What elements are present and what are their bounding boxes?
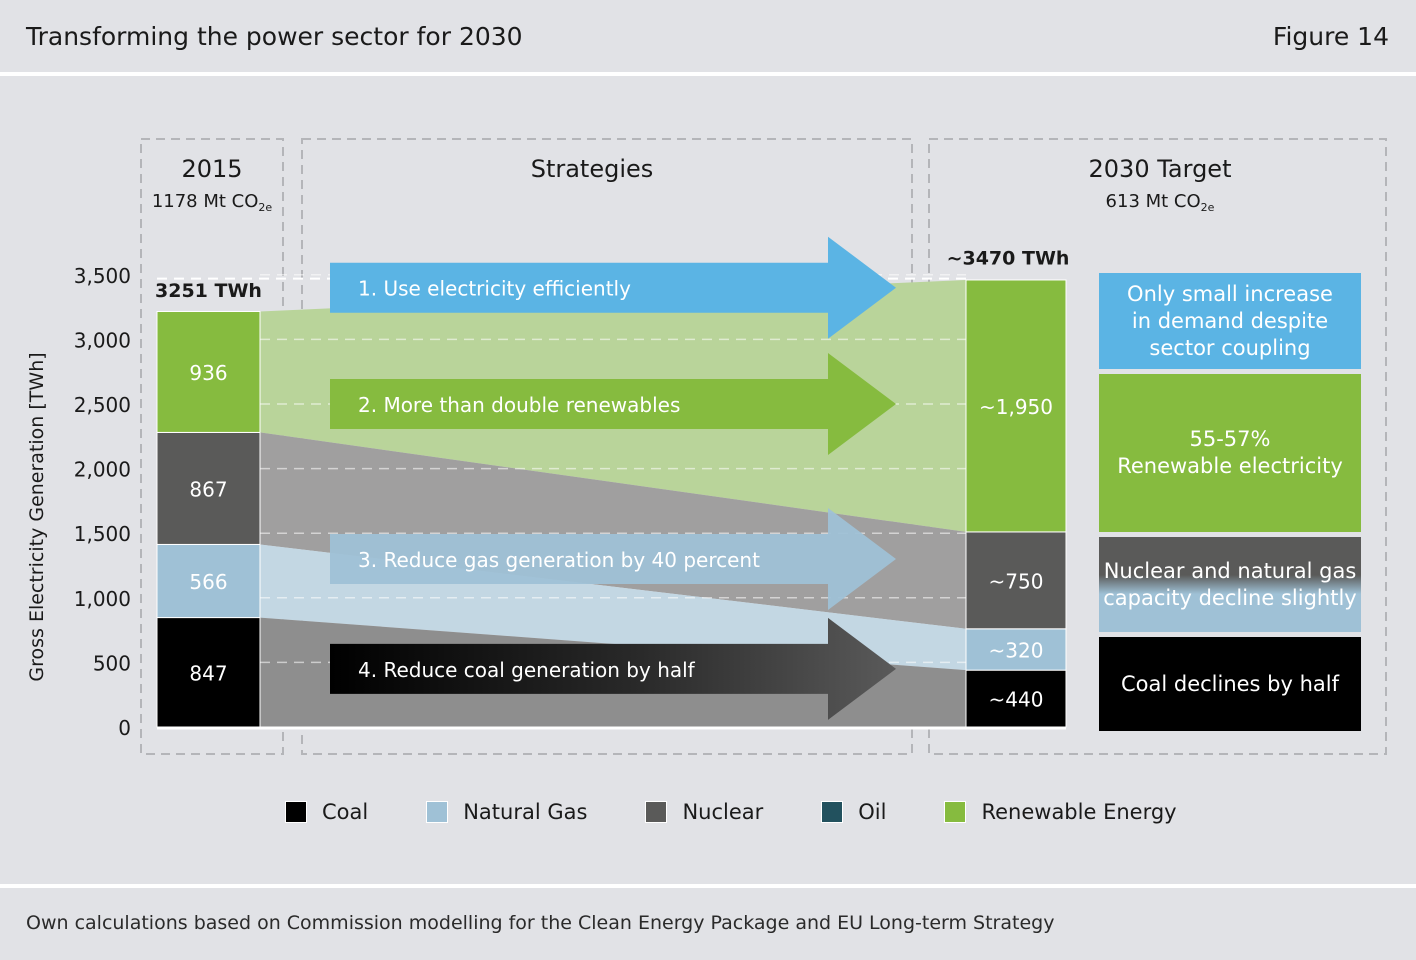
y-tick-label: 1,000 xyxy=(74,587,131,611)
panel-2030-title: 2030 Target xyxy=(1089,155,1232,183)
legend-label: Natural Gas xyxy=(463,800,588,824)
note-box-line: Nuclear and natural gas xyxy=(1103,558,1357,583)
legend-swatch xyxy=(285,801,307,823)
strategy-arrow-2-label: 2. More than double renewables xyxy=(358,393,680,417)
total-2030-label: ~3470 TWh xyxy=(947,248,1070,270)
note-box-3: Nuclear and natural gas capacity decline … xyxy=(1099,537,1361,632)
strategy-arrow-4-label: 4. Reduce coal generation by half xyxy=(358,658,696,682)
legend-swatch xyxy=(821,801,844,823)
note-box-1: Only small increase in demand despite sect… xyxy=(1099,273,1361,369)
legend-label: Oil xyxy=(858,800,887,824)
figure-number: Figure 14 xyxy=(1272,22,1389,51)
source-note: Own calculations based on Commission mod… xyxy=(26,912,1055,934)
legend-swatch xyxy=(645,801,668,823)
strategy-arrow-1-label: 1. Use electricity efficiently xyxy=(358,277,631,301)
legend-item-nuclear: Nuclear xyxy=(645,800,763,824)
panel-2030-emissions: 613 Mt CO2e xyxy=(1106,191,1215,214)
bar-2015-renewable xyxy=(156,310,261,433)
bar-2015-coal-label: 847 xyxy=(189,661,227,685)
bar-2015-nuclear xyxy=(156,431,261,545)
y-tick-label: 3,000 xyxy=(74,328,131,352)
strategy-arrow-3-label: 3. Reduce gas generation by 40 percent xyxy=(358,548,760,572)
note-box-4: Coal declines by half xyxy=(1099,637,1361,731)
y-tick-label: 500 xyxy=(93,651,131,675)
panel-2015-title: 2015 xyxy=(181,155,242,183)
legend-label: Renewable Energy xyxy=(981,800,1177,824)
bar-2030-gas-label: ~320 xyxy=(989,638,1044,662)
legend-item-gas: Natural Gas xyxy=(426,800,587,824)
panel-2015-frame xyxy=(140,138,284,755)
legend-label: Coal xyxy=(322,800,369,824)
strategy-arrow-4 xyxy=(330,617,896,720)
bar-2030-renewable-label: ~1,950 xyxy=(979,395,1053,419)
legend-item-coal: Coal xyxy=(285,800,368,824)
bar-2030-coal-label: ~440 xyxy=(989,688,1044,712)
y-tick-label: 2,000 xyxy=(74,458,131,482)
bar-2030-nuclear xyxy=(965,531,1067,630)
legend-swatch xyxy=(944,801,967,823)
bar-2030-nuclear-label: ~750 xyxy=(989,569,1044,593)
note-box-line: Renewable electricity xyxy=(1117,454,1343,478)
strategy-arrow-3 xyxy=(330,508,896,611)
bottom-rule xyxy=(0,884,1416,888)
note-box-2: 55-57% Renewable electricity xyxy=(1099,374,1361,532)
panel-strategies-title: Strategies xyxy=(531,155,654,183)
note-box-line: sector coupling xyxy=(1149,335,1311,360)
bar-2015-gas xyxy=(156,543,261,619)
total-2015-label: 3251 TWh xyxy=(155,280,262,302)
legend-label: Nuclear xyxy=(682,800,764,824)
bar-2015-renewable-label: 936 xyxy=(189,361,227,385)
y-axis-label: Gross Electricity Generation [TWh] xyxy=(26,352,48,681)
legend-swatch xyxy=(426,801,449,823)
bar-2030-renewable xyxy=(965,279,1067,533)
strategy-arrow-2 xyxy=(330,353,896,455)
y-tick-label: 2,500 xyxy=(74,393,131,417)
legend-item-renewable: Renewable Energy xyxy=(944,800,1177,824)
note-box-line: 55-57% xyxy=(1189,427,1271,451)
figure-title: Transforming the power sector for 2030 xyxy=(26,22,523,51)
legend: Coal Natural Gas Nuclear Oil Renewable Energ… xyxy=(285,800,1235,824)
note-box-line: in demand despite xyxy=(1131,308,1329,333)
note-box-line: Coal declines by half xyxy=(1120,671,1340,696)
bar-2015-gas-label: 566 xyxy=(189,570,227,594)
strategy-arrow-1 xyxy=(330,236,896,339)
y-tick-label: 3,500 xyxy=(74,264,131,288)
top-rule xyxy=(0,72,1416,76)
panel-2015-emissions: 1178 Mt CO2e xyxy=(152,191,273,214)
bar-2015-nuclear-label: 867 xyxy=(189,477,227,501)
legend-item-oil: Oil xyxy=(821,800,886,824)
bar-2015-coal xyxy=(156,617,261,728)
note-box-line: capacity decline slightly xyxy=(1103,585,1357,610)
y-tick-label: 1,500 xyxy=(74,522,131,546)
y-tick-label: 0 xyxy=(118,716,131,740)
note-box-line: Only small increase xyxy=(1127,281,1333,306)
